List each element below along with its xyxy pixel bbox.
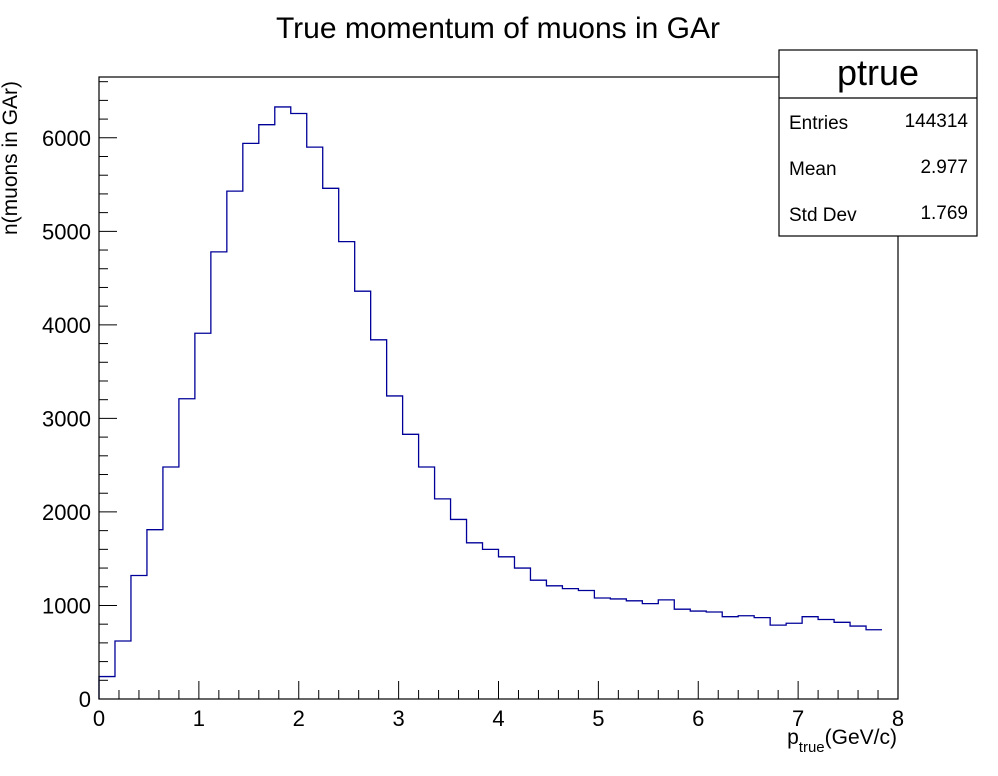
x-axis-tick-labels: 0 1 2 3 4 5 6 7 8	[93, 706, 904, 731]
stats-stddev-label: Std Dev	[789, 205, 857, 226]
y-tick-label: 5000	[42, 219, 91, 244]
y-tick-label: 3000	[42, 406, 91, 431]
x-tick-label: 8	[892, 706, 904, 731]
x-axis-label-subscript: true	[799, 739, 825, 756]
x-tick-label: 6	[692, 706, 704, 731]
x-tick-label: 4	[492, 706, 504, 731]
x-tick-label: 0	[93, 706, 105, 731]
x-axis-ticks	[98, 681, 899, 699]
x-axis-label-main: p	[787, 726, 799, 749]
y-tick-label: 2000	[42, 500, 91, 525]
y-axis-tick-labels: 0 1000 2000 3000 4000 5000 6000	[42, 126, 91, 712]
x-tick-label: 1	[193, 706, 205, 731]
x-axis-label: ptrue(GeV/c)	[787, 726, 897, 756]
stats-stddev-value: 1.769	[920, 203, 968, 224]
y-axis-label: n(muons in GAr)	[0, 81, 22, 235]
plot-frame	[98, 76, 899, 700]
x-tick-label: 7	[792, 706, 804, 731]
x-axis-label-unit: (GeV/c)	[825, 726, 897, 749]
y-tick-label: 6000	[42, 126, 91, 151]
x-tick-label: 2	[293, 706, 305, 731]
x-tick-label: 5	[592, 706, 604, 731]
stats-mean-value: 2.977	[920, 157, 968, 178]
stats-entries-label: Entries	[789, 113, 848, 134]
x-tick-label: 3	[393, 706, 405, 731]
y-tick-label: 1000	[42, 593, 91, 618]
stats-box-title: ptrue	[837, 52, 919, 93]
y-tick-label: 0	[79, 687, 91, 712]
y-tick-label: 4000	[42, 313, 91, 338]
stats-entries-value: 144314	[905, 111, 969, 132]
stats-box: ptrue Entries 144314 Mean 2.977 Std Dev …	[778, 49, 978, 237]
y-axis-ticks	[99, 81, 117, 700]
histogram-series-line	[98, 106, 883, 699]
chart-title: True momentum of muons in GAr	[276, 12, 720, 45]
stats-mean-label: Mean	[789, 159, 837, 180]
